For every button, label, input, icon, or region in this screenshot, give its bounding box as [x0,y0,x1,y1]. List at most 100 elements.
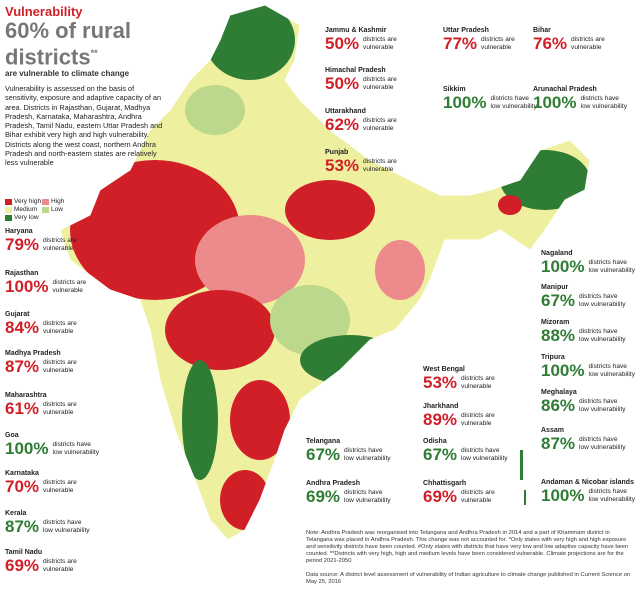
state-name: Karnataka [5,470,39,477]
headline-text: 60% of rural districts [5,18,131,70]
state-percent: 50% [325,74,360,93]
state-text-line: districts are [363,76,397,83]
state-text: districts have low vulnerability [344,489,391,504]
state-percent: 69% [423,487,458,506]
state-percent: 70% [5,477,40,496]
state-text-line: vulnerable [363,124,394,132]
state-text: districts are vulnerable [363,158,397,173]
state-text: districts have low vulnerability [588,363,635,378]
legend-label: Low [51,206,63,213]
state-text-line: districts have [579,293,618,300]
state-text-line: low vulnerability [344,496,391,504]
state-percent: 50% [325,34,360,53]
legend-label: Very low [14,214,39,221]
legend-item: High [42,198,64,205]
islands [520,450,526,505]
state-text-line: low vulnerability [579,300,626,308]
state-text: districts are vulnerable [43,237,77,252]
state-text: districts are vulnerable [363,36,397,51]
state-text-line: districts are [571,36,605,43]
state-text-line: low vulnerability [43,526,90,534]
state-callout: Meghalaya 86% districts have low vulnerabil… [541,389,636,415]
state-text: districts are vulnerable [43,558,77,573]
state-callout: Manipur 67% districts have low vulnerabilit… [541,284,636,310]
state-name: Jammu & Kashmir [325,27,387,34]
state-text-line: vulnerable [481,43,512,51]
state-percent: 62% [325,115,360,134]
state-name: Bihar [533,27,551,34]
state-callout: Tripura 100% districts have low vulnerabili… [541,354,636,380]
legend-swatch [42,206,49,213]
state-text-line: districts have [579,398,618,405]
state-text-line: vulnerable [461,496,492,504]
state-name: Andaman & Nicobar islands [541,479,634,486]
legend-label: Very high [14,198,42,205]
state-callout: Assam 87% districts have low vulnerability [541,427,636,453]
state-text-line: vulnerable [363,83,394,91]
state-text-line: districts are [481,36,515,43]
state-percent: 88% [541,326,576,345]
state-callout: Telangana 67% districts have low vulnerabil… [306,438,401,464]
state-text: districts are vulnerable [43,320,77,335]
state-text: districts are vulnerable [52,279,86,294]
state-text-line: districts have [43,519,82,526]
state-text-line: districts are [52,279,87,286]
state-text-line: districts are [43,320,77,327]
state-text-line: vulnerable [43,486,74,494]
state-name: Punjab [325,149,349,156]
state-name: Meghalaya [541,389,577,396]
state-name: Rajasthan [5,270,39,277]
state-callout: Chhattisgarh 69% districts are vulnerable [423,480,518,506]
state-text-line: low vulnerability [490,102,538,110]
state-name: Jharkhand [423,403,459,410]
state-text: districts are vulnerable [571,36,605,51]
state-text-line: vulnerable [43,366,74,374]
state-text-line: vulnerable [43,565,74,573]
state-text-line: districts are [43,401,77,408]
state-text-line: low vulnerability [579,443,626,451]
state-name: Uttarakhand [325,108,366,115]
state-text-line: vulnerable [363,165,394,173]
state-text-line: districts are [363,117,397,124]
state-text: districts are vulnerable [363,76,397,91]
state-name: Manipur [541,284,569,291]
state-text-line: districts are [43,479,77,486]
state-text-line: districts have [580,95,619,102]
state-text: districts have low vulnerability [580,95,627,110]
state-text: districts are vulnerable [481,36,515,51]
state-percent: 100% [541,257,585,276]
legend-swatch [5,214,12,221]
state-text: districts are vulnerable [461,375,495,390]
state-text: districts have low vulnerability [43,519,90,534]
state-text: districts are vulnerable [363,117,397,132]
state-callout: Punjab 53% districts are vulnerable [325,149,420,175]
state-percent: 100% [541,486,585,505]
map-outline [59,4,591,541]
state-percent: 87% [541,434,576,453]
state-name: Nagaland [541,250,573,257]
state-name: Uttar Pradesh [443,27,489,34]
state-percent: 69% [5,556,40,575]
state-text: districts are vulnerable [461,412,495,427]
state-callout: Rajasthan 100% districts are vulnerable [5,270,100,296]
state-text-line: vulnerable [461,382,492,390]
state-text: districts have low vulnerability [490,95,537,110]
state-callout: Gujarat 84% districts are vulnerable [5,311,100,337]
state-text-line: low vulnerability [344,454,391,462]
state-callout: Maharashtra 61% districts are vulnerable [5,392,100,418]
state-name: Andhra Pradesh [306,480,361,487]
state-text-line: districts have [588,488,627,495]
state-percent: 100% [541,361,585,380]
state-callout: Karnataka 70% districts are vulnerable [5,470,100,496]
state-text-line: low vulnerability [588,266,636,274]
state-callout: Uttarakhand 62% districts are vulnerable [325,108,420,134]
legend-swatch [5,198,12,205]
state-percent: 100% [5,439,49,458]
legend-label: High [51,198,65,205]
state-callout: Mizoram 88% districts have low vulnerabilit… [541,319,636,345]
state-text-line: low vulnerability [579,335,626,343]
state-text-line: low vulnerability [580,102,628,110]
state-text-line: districts have [588,259,627,266]
state-text: districts have low vulnerability [579,398,626,413]
